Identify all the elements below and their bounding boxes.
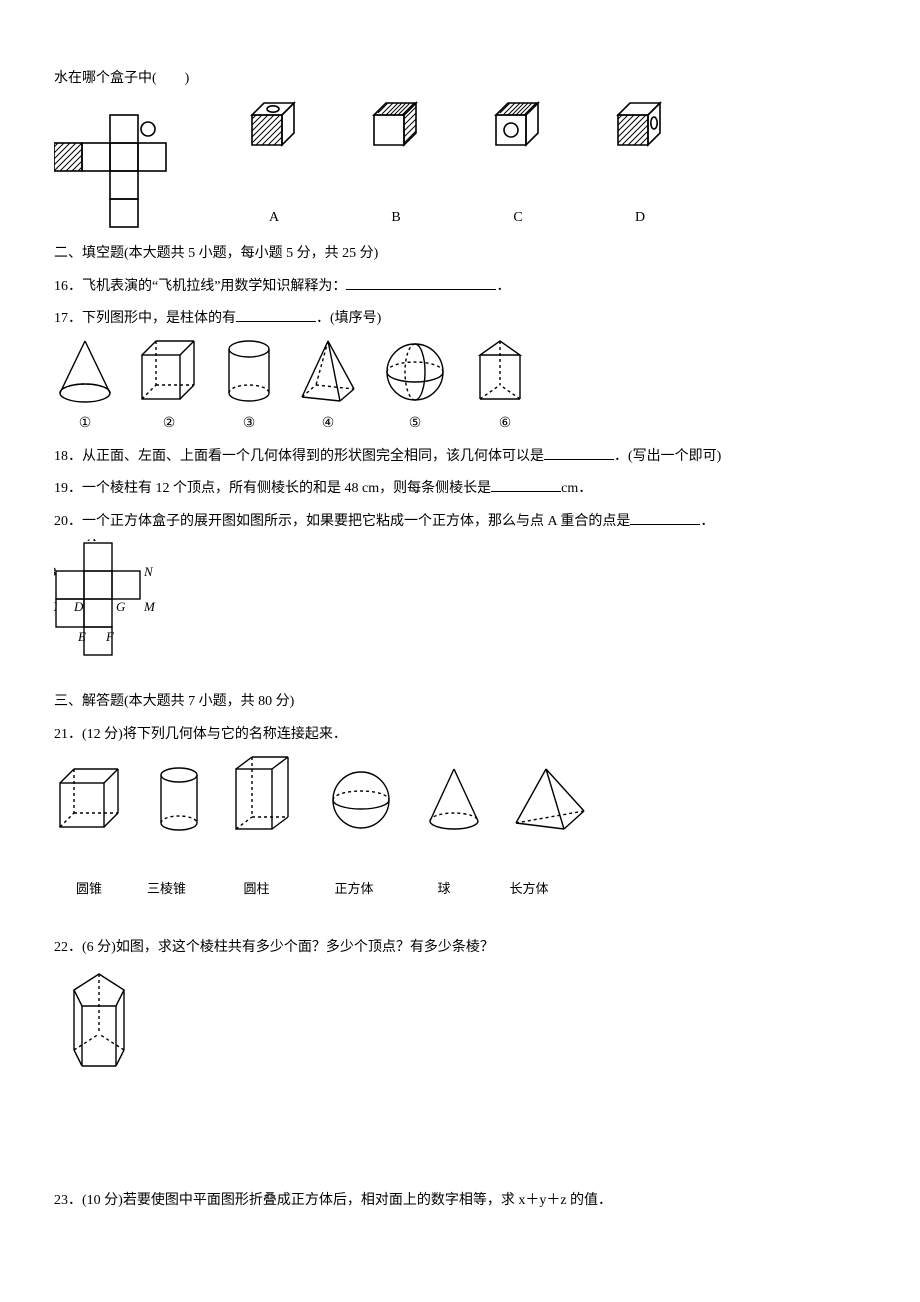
net-label-A: A xyxy=(87,539,96,544)
q17-post: ．(填序号) xyxy=(316,306,381,333)
q21-label-3: 正方体 xyxy=(304,877,404,902)
q18-post: ．(写出一个即可) xyxy=(614,444,721,471)
q20-pre: 20．一个正方体盒子的展开图如图所示，如果要把它粘成一个正方体，那么与点 A 重… xyxy=(54,509,630,536)
cube-option-d: D xyxy=(608,97,672,232)
q21-sphere xyxy=(326,765,396,835)
q20-post: ． xyxy=(700,509,714,536)
cube-net-figure xyxy=(54,113,194,231)
shape-cuboid: ② xyxy=(136,337,202,438)
q21-shapes-row xyxy=(54,755,866,835)
net-label-M: M xyxy=(143,599,156,614)
cube-option-b: B xyxy=(364,97,428,232)
q16-post: ． xyxy=(496,274,510,301)
shape-sphere: ⑤ xyxy=(380,337,450,438)
q20-net-figure: A B N C D G M E F xyxy=(54,539,866,679)
cube-option-a: A xyxy=(242,97,306,232)
option-label-c: C xyxy=(513,205,522,232)
shape-cone: ① xyxy=(54,337,116,438)
q17-pre: 17．下列图形中，是柱体的有 xyxy=(54,306,236,333)
question-23: 23．(10 分)若要使图中平面图形折叠成正方体后，相对面上的数字相等，求 x＋… xyxy=(54,1188,866,1215)
shape-num-5: ⑤ xyxy=(409,411,422,438)
net-label-G: G xyxy=(116,599,126,614)
shape-pyramid: ④ xyxy=(296,337,360,438)
q21-cylinder xyxy=(154,765,204,835)
cube-net-svg xyxy=(54,113,194,231)
q21-labels-row: 圆锥 三棱锥 圆柱 正方体 球 长方体 xyxy=(54,877,866,902)
question-19: 19．一个棱柱有 12 个顶点，所有侧棱长的和是 48 cm，则每条侧棱长是 c… xyxy=(54,476,866,503)
section-2-title: 二、填空题(本大题共 5 小题，每小题 5 分，共 25 分) xyxy=(54,241,866,268)
shape-tri-prism: ⑥ xyxy=(470,337,540,438)
cube-options-row: A B xyxy=(54,97,866,232)
net-label-E: E xyxy=(77,629,86,644)
shape-num-2: ② xyxy=(163,411,176,438)
net-label-D: D xyxy=(73,599,84,614)
shape-num-6: ⑥ xyxy=(499,411,512,438)
q21-label-5: 长方体 xyxy=(484,877,574,902)
shape-num-1: ① xyxy=(79,411,92,438)
q16-pre: 16．飞机表演的“飞机拉线”用数学知识解释为： xyxy=(54,274,346,301)
option-label-a: A xyxy=(269,205,279,232)
shape-cylinder: ③ xyxy=(222,337,276,438)
q19-blank xyxy=(491,477,561,492)
q17-blank xyxy=(236,307,316,322)
question-intro: 水在哪个盒子中( ) xyxy=(54,66,866,93)
net-label-F: F xyxy=(105,629,115,644)
q21-label-0: 圆锥 xyxy=(54,877,124,902)
q21-cuboid xyxy=(230,755,300,835)
shape-num-4: ④ xyxy=(322,411,335,438)
net-label-N: N xyxy=(143,564,154,579)
q16-blank xyxy=(346,275,496,290)
q17-shapes-row: ① ② ③ xyxy=(54,337,866,438)
shape-num-3: ③ xyxy=(243,411,256,438)
question-22: 22．(6 分)如图，求这个棱柱共有多少个面？多少个顶点？有多少条棱？ xyxy=(54,935,866,962)
option-label-b: B xyxy=(391,205,400,232)
q19-pre: 19．一个棱柱有 12 个顶点，所有侧棱长的和是 48 cm，则每条侧棱长是 xyxy=(54,476,491,503)
net-label-C: C xyxy=(54,599,57,614)
q21-cone xyxy=(422,765,486,835)
option-label-d: D xyxy=(635,205,645,232)
q21-cube xyxy=(54,765,128,835)
net-label-B: B xyxy=(54,564,56,579)
q21-label-4: 球 xyxy=(404,877,484,902)
q21-label-2: 圆柱 xyxy=(209,877,304,902)
question-16: 16．飞机表演的“飞机拉线”用数学知识解释为： ． xyxy=(54,274,866,301)
q22-prism-figure xyxy=(54,968,866,1078)
q21-label-1: 三棱锥 xyxy=(124,877,209,902)
q20-blank xyxy=(630,510,700,525)
question-20: 20．一个正方体盒子的展开图如图所示，如果要把它粘成一个正方体，那么与点 A 重… xyxy=(54,509,866,536)
q18-pre: 18．从正面、左面、上面看一个几何体得到的形状图完全相同，该几何体可以是 xyxy=(54,444,544,471)
cube-option-c: C xyxy=(486,97,550,232)
question-18: 18．从正面、左面、上面看一个几何体得到的形状图完全相同，该几何体可以是 ．(写… xyxy=(54,444,866,471)
question-17: 17．下列图形中，是柱体的有 ．(填序号) xyxy=(54,306,866,333)
q18-blank xyxy=(544,445,614,460)
question-21: 21．(12 分)将下列几何体与它的名称连接起来． xyxy=(54,722,866,749)
section-3-title: 三、解答题(本大题共 7 小题，共 80 分) xyxy=(54,689,866,716)
q21-tetra xyxy=(512,765,590,835)
q19-post: cm． xyxy=(561,476,592,503)
